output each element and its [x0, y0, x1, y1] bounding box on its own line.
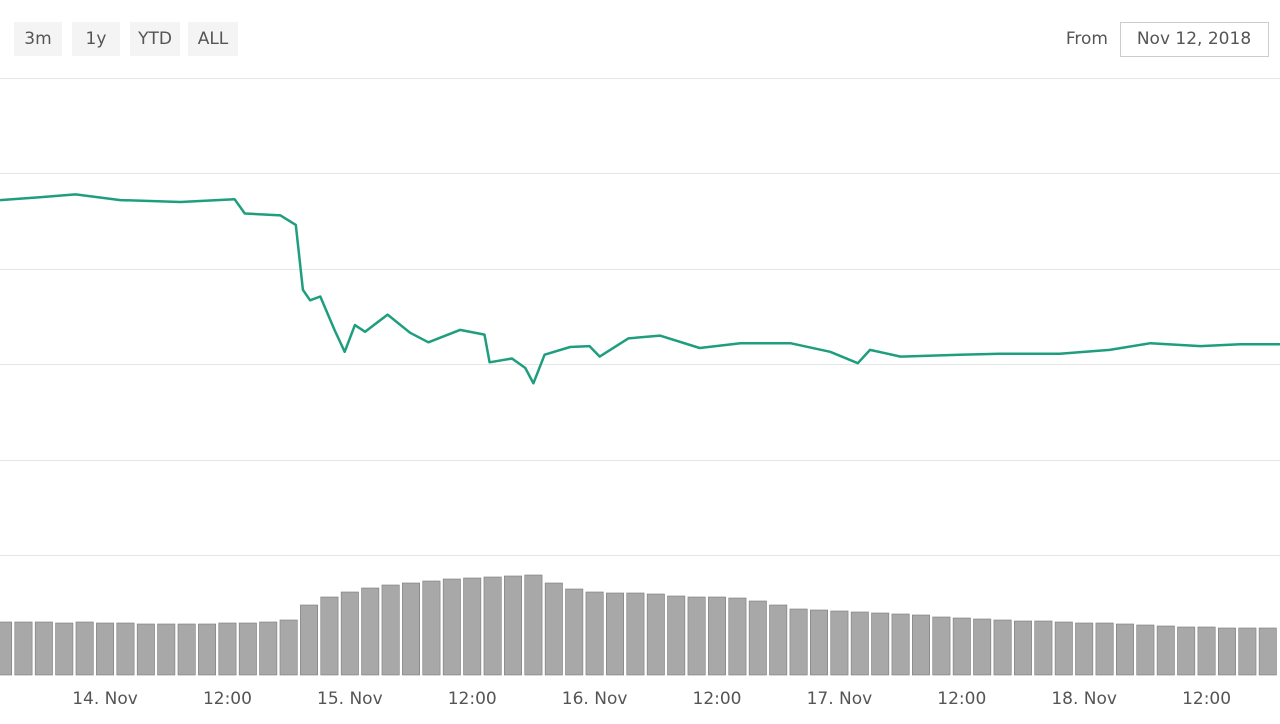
range-label[interactable]: YTD	[137, 29, 172, 49]
volume-bar	[198, 623, 217, 676]
volume-bar	[850, 611, 869, 676]
volume-bar	[993, 619, 1012, 676]
date-value[interactable]: Nov 12, 2018	[1137, 29, 1251, 49]
volume-bar	[279, 619, 298, 676]
x-tick-label: 12:00	[937, 689, 986, 709]
volume-bar	[157, 623, 176, 676]
volume-bar	[218, 622, 237, 676]
volume-bar	[1095, 622, 1114, 676]
volume-bar	[646, 593, 665, 676]
x-tick-label: 18. Nov	[1051, 689, 1117, 709]
volume-bar	[259, 621, 278, 676]
volume-bar	[524, 574, 543, 676]
volume-bar	[34, 621, 53, 676]
volume-bar	[300, 604, 319, 676]
volume-bar	[565, 588, 584, 676]
volume-bar	[1238, 627, 1257, 676]
x-tick-label: 15. Nov	[317, 689, 383, 709]
volume-bar	[1136, 624, 1155, 676]
volume-bar	[687, 596, 706, 676]
volume-bar	[1014, 620, 1032, 676]
volume-bar	[728, 597, 747, 676]
x-tick-label: 17. Nov	[807, 689, 873, 709]
volume-bar	[932, 616, 951, 676]
volume-bar	[381, 584, 400, 676]
volume-bar	[442, 578, 461, 676]
volume-bar	[177, 623, 196, 676]
volume-bar	[238, 622, 257, 676]
range-button[interactable]	[130, 22, 180, 56]
volume-bar	[402, 582, 420, 676]
volume-bar	[320, 596, 339, 676]
from-label: From	[1066, 29, 1108, 49]
volume-bar	[136, 623, 155, 676]
price-line	[0, 193, 1280, 385]
range-label[interactable]: 3m	[24, 29, 51, 49]
range-label[interactable]: ALL	[198, 29, 229, 49]
volume-bar	[606, 592, 624, 676]
volume-bar	[912, 614, 930, 676]
volume-bar	[55, 622, 74, 676]
volume-bar	[1116, 623, 1134, 676]
volume-bar	[483, 576, 502, 676]
volume-bar	[667, 595, 686, 676]
volume-bar	[1075, 622, 1094, 676]
range-button[interactable]	[188, 22, 238, 56]
x-tick-label: 14. Nov	[72, 689, 138, 709]
volume-bar	[973, 618, 992, 676]
volume-bar	[422, 580, 441, 676]
volume-bar	[463, 577, 482, 676]
volume-bar	[748, 600, 767, 676]
volume-bar	[1258, 627, 1277, 676]
volume-bar	[1054, 621, 1073, 676]
volume-bar	[14, 621, 33, 676]
volume-bar	[0, 621, 13, 676]
date-input[interactable]	[1120, 22, 1269, 57]
volume-bar	[626, 592, 645, 676]
volume-bar	[1217, 627, 1236, 676]
volume-bar	[952, 617, 971, 676]
volume-bar	[1177, 626, 1196, 676]
x-tick-label: 12:00	[693, 689, 742, 709]
volume-bar	[504, 575, 522, 676]
volume-bar	[871, 612, 890, 676]
volume-bar	[116, 622, 135, 676]
volume-bar	[1156, 625, 1175, 676]
range-button[interactable]	[14, 22, 62, 56]
volume-bar	[891, 613, 910, 676]
volume-bar	[340, 591, 359, 676]
volume-bar	[96, 622, 115, 676]
range-button[interactable]	[72, 22, 120, 56]
range-label[interactable]: 1y	[86, 29, 107, 49]
volume-bar	[789, 608, 808, 676]
volume-bar	[1197, 626, 1216, 676]
volume-bar	[585, 591, 604, 676]
x-tick-label: 12:00	[203, 689, 252, 709]
volume-bar	[361, 587, 380, 676]
x-tick-label: 12:00	[1182, 689, 1231, 709]
x-tick-label: 16. Nov	[562, 689, 628, 709]
volume-bar	[769, 604, 788, 676]
volume-bar	[544, 582, 563, 676]
volume-bar	[830, 610, 849, 676]
volume-bar	[708, 596, 726, 676]
volume-bar	[1034, 620, 1053, 676]
volume-bar	[810, 609, 828, 676]
x-tick-label: 12:00	[448, 689, 497, 709]
volume-bar	[75, 621, 94, 676]
